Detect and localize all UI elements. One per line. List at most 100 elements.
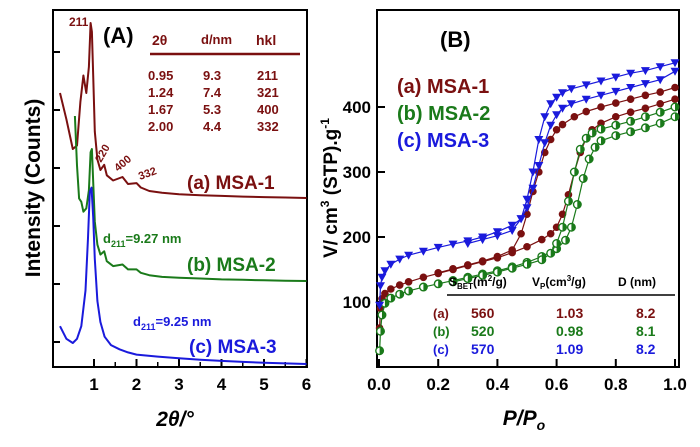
panel-b: 100 200 300 400 0.0 0.2 0.4 0.6 0.8 1.0 (B) (a) … xyxy=(318,9,687,433)
data-point-msa-2-fill xyxy=(482,271,487,280)
bet-row-a-vp: 1.03 xyxy=(556,305,583,321)
bet-header-vp-subscript: P xyxy=(540,282,546,291)
data-point-msa-2-fill xyxy=(577,200,582,209)
x-tick-label: 6 xyxy=(302,375,311,394)
hkl-table: 2θ d/nm hkl 0.95 9.3 211 1.24 7.4 321 1.… xyxy=(148,32,300,134)
bet-header-sbet-unit: (m xyxy=(473,275,488,289)
data-point-msa-3 xyxy=(558,104,568,113)
data-point-msa-3 xyxy=(534,162,544,170)
peak-label-332: 332 xyxy=(137,165,158,183)
bet-row-b-label: (b) xyxy=(433,324,450,339)
x-tick-label: 2 xyxy=(132,375,141,394)
isotherm-desorption-msa-1 xyxy=(438,86,676,274)
d-spacing-msa3-symbol: d xyxy=(133,314,141,329)
data-point-msa-3 xyxy=(492,232,502,241)
data-point-msa-2-fill xyxy=(380,327,385,336)
data-point-msa-2-fill xyxy=(381,311,386,319)
panel-b-frame xyxy=(376,9,680,368)
hkl-row-2-2theta: 1.24 xyxy=(148,85,174,100)
bet-table: SBET(m2/g) VP(cm3/g) D (nm) (a) 560 1.03… xyxy=(433,274,675,357)
data-point-msa-2-fill xyxy=(571,223,576,232)
hkl-header-hkl: hkl xyxy=(256,32,276,48)
data-point-msa-3 xyxy=(386,260,396,269)
panel-b-x-axis-sub: o xyxy=(537,417,546,433)
data-point-msa-2-fill xyxy=(589,155,593,163)
data-point-msa-1 xyxy=(671,95,679,103)
bet-header-vp-unit: (cm xyxy=(545,275,566,289)
x-tick-label: 0.6 xyxy=(545,375,569,394)
data-point-msa-3 xyxy=(528,184,538,193)
data-point-msa-3 xyxy=(516,215,526,224)
data-point-msa-1 xyxy=(546,229,555,238)
data-point-msa-1 xyxy=(656,99,664,108)
data-point-msa-3 xyxy=(478,236,488,245)
hkl-row-3-2theta: 1.67 xyxy=(148,102,173,117)
data-point-msa-3 xyxy=(395,255,405,264)
bet-row-c-vp: 1.09 xyxy=(556,341,583,357)
data-point-msa-2-fill xyxy=(615,121,620,129)
data-point-msa-2-fill xyxy=(675,103,679,111)
series-label-msa1: (a) MSA-1 xyxy=(187,173,275,194)
data-point-msa-3 xyxy=(611,87,621,96)
data-point-msa-1 xyxy=(517,229,525,238)
data-point-msa-3 xyxy=(418,247,428,256)
data-point-msa-1 xyxy=(434,268,443,277)
panel-a-y-ticks xyxy=(53,51,60,343)
bet-header-vp-superscript: 3 xyxy=(567,274,572,283)
bet-header-vp-end: /g) xyxy=(571,275,586,289)
data-point-msa-3 xyxy=(566,100,576,109)
data-point-msa-3 xyxy=(552,93,562,102)
bet-header-sbet-symbol: S xyxy=(449,275,457,289)
data-point-msa-3 xyxy=(540,139,550,148)
data-point-msa-2-fill xyxy=(379,346,384,355)
bet-row-c-label: (c) xyxy=(433,342,449,357)
data-point-msa-3 xyxy=(507,221,517,230)
panel-b-y-axis-rest: (STP).g xyxy=(321,129,342,201)
data-point-msa-1 xyxy=(641,104,650,113)
data-point-msa-2-fill xyxy=(630,117,635,126)
data-point-msa-3 xyxy=(433,243,443,252)
hkl-header-d: d/nm xyxy=(201,32,232,47)
data-point-msa-3 xyxy=(404,251,414,260)
data-point-msa-2-fill xyxy=(586,134,591,142)
panel-a-label: (A) xyxy=(103,23,134,48)
d-spacing-msa2-symbol: d xyxy=(103,231,111,246)
peak-label-211: 211 xyxy=(69,15,89,29)
data-point-msa-2-fill xyxy=(453,278,457,286)
bet-header-vp: VP(cm3/g) xyxy=(532,274,586,291)
series-line-msa-1 xyxy=(59,22,307,199)
x-tick-label: 0.2 xyxy=(426,375,450,394)
data-point-msa-1 xyxy=(552,125,561,134)
data-point-msa-2-fill xyxy=(550,249,555,258)
data-point-msa-2-fill xyxy=(630,127,635,136)
data-point-msa-2-fill xyxy=(438,280,443,288)
data-point-msa-2-fill xyxy=(565,236,570,245)
data-point-msa-1 xyxy=(671,83,679,92)
data-point-msa-1 xyxy=(395,281,404,289)
d-spacing-msa2: d211=9.27 nm xyxy=(103,231,182,249)
data-point-msa-1 xyxy=(381,289,389,298)
data-point-msa-1 xyxy=(582,107,590,116)
data-point-msa-1 xyxy=(558,120,567,129)
data-point-msa-2-fill xyxy=(408,287,413,295)
data-point-msa-1 xyxy=(570,112,579,121)
panel-b-y-axis-title: V/ cm3 (STP).g-1 xyxy=(318,118,342,258)
hkl-row-3-hkl: 400 xyxy=(257,102,279,117)
data-point-msa-1 xyxy=(626,95,635,103)
data-point-msa-1 xyxy=(404,278,413,286)
x-tick-label: 0.0 xyxy=(367,375,391,394)
data-point-msa-2-fill xyxy=(562,223,567,232)
data-point-msa-2-fill xyxy=(583,174,588,183)
data-point-msa-3 xyxy=(377,273,387,282)
data-point-msa-1 xyxy=(612,112,620,121)
data-point-msa-2-fill xyxy=(467,274,472,283)
x-tick-label: 0.4 xyxy=(486,375,510,394)
data-point-msa-2-fill xyxy=(541,255,546,264)
hkl-row-1-2theta: 0.95 xyxy=(148,68,173,83)
bet-header-sbet: SBET(m2/g) xyxy=(449,274,507,291)
panel-b-y-ticks: 100 200 300 400 xyxy=(343,98,385,312)
x-tick-label: 1.0 xyxy=(663,375,687,394)
data-point-msa-1 xyxy=(546,135,555,144)
data-point-msa-1 xyxy=(387,285,395,293)
